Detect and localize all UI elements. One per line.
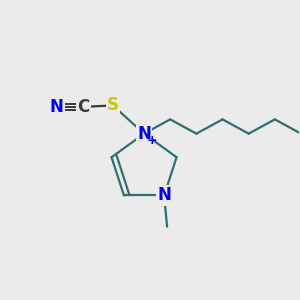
Text: N: N [50,98,63,116]
Text: +: + [147,134,158,147]
Text: N: N [137,125,151,143]
Text: S: S [107,96,119,114]
Text: C: C [77,98,89,116]
Text: N: N [157,187,171,205]
